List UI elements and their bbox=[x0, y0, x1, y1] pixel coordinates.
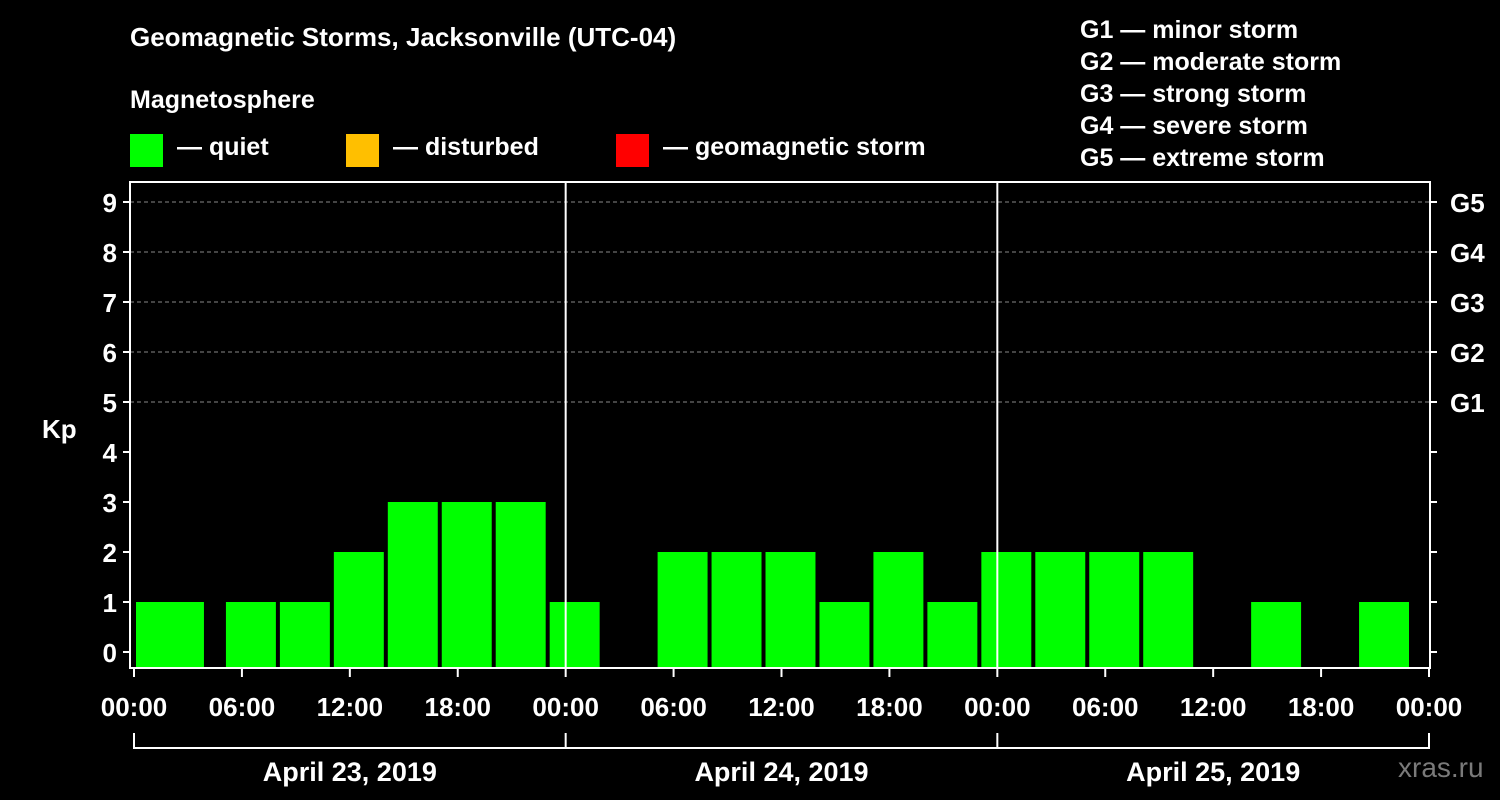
storm-level-g5: G5 bbox=[1450, 188, 1485, 218]
kp-bar-7 bbox=[549, 602, 600, 668]
kp-bar-11 bbox=[819, 602, 870, 668]
kp-bar-15 bbox=[1035, 552, 1086, 668]
kp-bar-10 bbox=[765, 552, 816, 668]
kp-bar-18 bbox=[1251, 602, 1302, 668]
xtick-label-4: 00:00 bbox=[532, 692, 599, 722]
ytick-label-1: 1 bbox=[103, 588, 117, 618]
ytick-label-3: 3 bbox=[103, 488, 117, 518]
legend-label-storm: — geomagnetic storm bbox=[663, 133, 926, 161]
kp-bar-9 bbox=[711, 552, 762, 668]
ytick-label-6: 6 bbox=[103, 338, 117, 368]
legend-swatch-storm bbox=[616, 134, 649, 167]
storm-scale-g3: G3 — strong storm bbox=[1080, 80, 1307, 108]
storm-scale-g1: G1 — minor storm bbox=[1080, 16, 1299, 44]
xtick-label-3: 18:00 bbox=[425, 692, 492, 722]
xtick-label-5: 06:00 bbox=[640, 692, 707, 722]
xtick-label-1: 06:00 bbox=[209, 692, 276, 722]
xtick-label-11: 18:00 bbox=[1288, 692, 1355, 722]
chart-subtitle: Magnetosphere bbox=[130, 86, 315, 114]
day-label-0: April 23, 2019 bbox=[263, 757, 437, 787]
storm-level-g3: G3 bbox=[1450, 288, 1485, 318]
storm-scale-legend: G1 — minor storm G2 — moderate storm G3 … bbox=[1080, 14, 1341, 174]
ytick-label-9: 9 bbox=[103, 188, 117, 218]
kp-bar-14 bbox=[981, 552, 1032, 668]
ytick-label-7: 7 bbox=[103, 288, 117, 318]
ytick-label-0: 0 bbox=[103, 638, 117, 668]
kp-bar-12 bbox=[873, 552, 924, 668]
legend-label-quiet: — quiet bbox=[177, 133, 269, 161]
storm-scale-g5: G5 — extreme storm bbox=[1080, 144, 1325, 172]
watermark: xras.ru bbox=[1398, 752, 1484, 783]
legend-label-disturbed: — disturbed bbox=[393, 133, 539, 161]
kp-bar-8 bbox=[657, 552, 708, 668]
day-label-2: April 25, 2019 bbox=[1126, 757, 1300, 787]
kp-bar-5 bbox=[441, 502, 492, 668]
xtick-label-6: 12:00 bbox=[748, 692, 815, 722]
plot-frame bbox=[129, 181, 1431, 669]
kp-bar-6 bbox=[495, 502, 546, 668]
storm-level-g2: G2 bbox=[1450, 338, 1485, 368]
kp-bar-19 bbox=[1359, 602, 1410, 668]
xtick-label-8: 00:00 bbox=[964, 692, 1031, 722]
ytick-label-2: 2 bbox=[103, 538, 117, 568]
day-label-1: April 24, 2019 bbox=[694, 757, 868, 787]
kp-bar-3 bbox=[333, 552, 384, 668]
storm-scale-g4: G4 — severe storm bbox=[1080, 112, 1308, 140]
xtick-label-7: 18:00 bbox=[856, 692, 923, 722]
kp-bar-0 bbox=[136, 602, 204, 668]
xtick-label-12: 00:00 bbox=[1396, 692, 1463, 722]
ytick-label-4: 4 bbox=[103, 438, 118, 468]
kp-bar-13 bbox=[927, 602, 978, 668]
ytick-label-5: 5 bbox=[103, 388, 117, 418]
kp-bar-4 bbox=[387, 502, 438, 668]
chart-title: Geomagnetic Storms, Jacksonville (UTC-04… bbox=[130, 22, 677, 52]
xtick-label-9: 06:00 bbox=[1072, 692, 1139, 722]
xtick-label-2: 12:00 bbox=[317, 692, 384, 722]
kp-bar-1 bbox=[225, 602, 276, 668]
xtick-label-10: 12:00 bbox=[1180, 692, 1247, 722]
kp-bar-17 bbox=[1143, 552, 1194, 668]
legend-swatch-quiet bbox=[130, 134, 163, 167]
storm-scale-g2: G2 — moderate storm bbox=[1080, 48, 1342, 76]
xtick-label-0: 00:00 bbox=[101, 692, 168, 722]
kp-bar-2 bbox=[279, 602, 330, 668]
y-axis-label: Kp bbox=[42, 414, 77, 444]
storm-level-g4: G4 bbox=[1450, 238, 1485, 268]
storm-level-g1: G1 bbox=[1450, 388, 1485, 418]
kp-bar-16 bbox=[1089, 552, 1140, 668]
ytick-label-8: 8 bbox=[103, 238, 117, 268]
legend-swatch-disturbed bbox=[346, 134, 379, 167]
